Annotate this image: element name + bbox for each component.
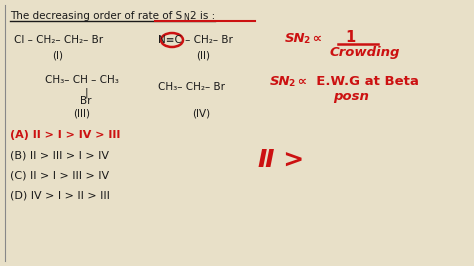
Text: (III): (III) [73, 108, 90, 118]
Text: SN: SN [270, 75, 291, 88]
Text: 2 is :: 2 is : [190, 11, 215, 21]
Text: (IV): (IV) [192, 108, 210, 118]
Text: CH₃– CH – CH₃: CH₃– CH – CH₃ [45, 75, 119, 85]
Text: posn: posn [333, 90, 369, 103]
Text: N: N [183, 14, 189, 23]
Text: (C) II > I > III > IV: (C) II > I > III > IV [10, 170, 109, 180]
Text: |: | [85, 87, 89, 98]
Text: Crowding: Crowding [330, 46, 401, 59]
Text: 1: 1 [345, 30, 355, 45]
Text: 2: 2 [303, 36, 309, 45]
Text: ∝  E.W.G at Beta: ∝ E.W.G at Beta [293, 75, 419, 88]
Text: (I): (I) [52, 50, 63, 60]
Text: Cl – CH₂– CH₂– Br: Cl – CH₂– CH₂– Br [14, 35, 103, 45]
Text: (D) IV > I > II > III: (D) IV > I > II > III [10, 190, 110, 200]
Text: (II): (II) [196, 50, 210, 60]
Text: The decreasing order of rate of S: The decreasing order of rate of S [10, 11, 182, 21]
Text: N≡C – CH₂– Br: N≡C – CH₂– Br [158, 35, 233, 45]
Text: Ⅱ >: Ⅱ > [258, 148, 304, 172]
Text: Br: Br [80, 96, 91, 106]
Text: ∝: ∝ [308, 32, 322, 45]
Text: 2: 2 [288, 79, 294, 88]
Text: (B) II > III > I > IV: (B) II > III > I > IV [10, 150, 109, 160]
Text: (A) II > I > IV > III: (A) II > I > IV > III [10, 130, 120, 140]
Text: SN: SN [285, 32, 306, 45]
Text: CH₃– CH₂– Br: CH₃– CH₂– Br [158, 82, 225, 92]
